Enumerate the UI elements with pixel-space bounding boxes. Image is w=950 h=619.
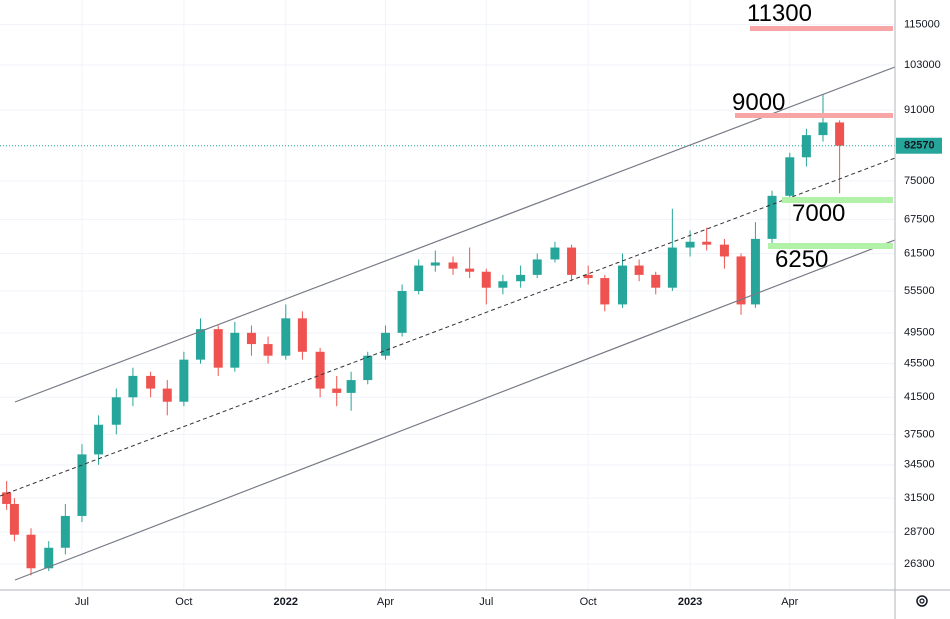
x-tick-label: 2022 xyxy=(274,596,298,608)
candle-body xyxy=(397,290,407,333)
candle-body xyxy=(481,271,491,288)
candle-body xyxy=(195,329,205,360)
last-price-box xyxy=(896,137,942,154)
y-tick-label: 67500 xyxy=(904,213,935,225)
settings-icon[interactable] xyxy=(916,595,928,607)
candle-body xyxy=(430,262,440,266)
candle-body xyxy=(651,274,661,288)
candle-body xyxy=(315,351,325,389)
candle-body xyxy=(9,503,19,535)
candle-body xyxy=(567,247,577,275)
annotation: 9000 xyxy=(732,89,785,116)
candle-body xyxy=(516,274,526,282)
time-axis xyxy=(0,590,895,619)
y-tick-label: 55500 xyxy=(904,285,935,297)
candle-body xyxy=(179,359,189,402)
candle-body xyxy=(380,332,390,356)
candle-body xyxy=(77,454,87,516)
price-axis xyxy=(895,0,950,619)
channel-lower xyxy=(14,239,896,581)
grid xyxy=(0,0,895,590)
candle-body xyxy=(634,265,644,275)
candle-body xyxy=(346,380,356,393)
candle-body xyxy=(414,265,424,291)
candle-body xyxy=(363,355,373,381)
y-tick-label: 103000 xyxy=(904,59,941,71)
candle-body xyxy=(2,492,12,504)
candle-body xyxy=(213,329,223,368)
x-tick-label: Oct xyxy=(175,596,192,608)
candle-body xyxy=(60,515,70,548)
y-tick-label: 41500 xyxy=(904,391,935,403)
candle-body xyxy=(448,262,458,269)
y-tick-label: 28700 xyxy=(904,526,935,538)
candle-body xyxy=(719,244,729,257)
y-tick-label: 49500 xyxy=(904,327,935,339)
x-tick-label: 2023 xyxy=(678,596,702,608)
candle-body xyxy=(162,388,172,402)
channel-upper xyxy=(14,66,896,403)
candle-body xyxy=(128,375,138,398)
channel-mid xyxy=(0,157,896,497)
candle-body xyxy=(550,247,560,260)
y-tick-label: 61500 xyxy=(904,247,935,259)
x-tick-label: Oct xyxy=(580,596,597,608)
candle-body xyxy=(111,397,121,425)
y-tick-label: 45500 xyxy=(904,358,935,370)
x-tick-label: Jul xyxy=(479,596,493,608)
candles xyxy=(0,94,895,576)
candle-body xyxy=(600,278,610,305)
candle-body xyxy=(767,195,777,239)
gear[interactable] xyxy=(916,595,928,607)
zone xyxy=(782,197,893,203)
zone xyxy=(735,113,893,118)
y-tick-label: 31500 xyxy=(904,492,935,504)
annotation: 7000 xyxy=(792,200,845,227)
candle-body xyxy=(785,157,795,196)
candle-body xyxy=(297,318,307,352)
candle-body xyxy=(618,265,628,305)
y-tick-label: 115000 xyxy=(904,18,940,30)
candle-body xyxy=(246,332,256,345)
x-tick-label: Apr xyxy=(377,596,394,608)
y-tick-label: 37500 xyxy=(904,428,935,440)
y-tick-label: 34500 xyxy=(904,459,935,471)
candle-body xyxy=(263,344,273,356)
candle-body xyxy=(583,274,593,279)
zone xyxy=(768,243,893,249)
candle-body xyxy=(332,388,342,393)
y-tick-label: 91000 xyxy=(904,104,935,116)
zone xyxy=(750,26,893,31)
candle-body xyxy=(230,332,240,368)
candle-body xyxy=(146,375,156,389)
candle-body xyxy=(498,281,508,288)
candle-body xyxy=(465,268,475,272)
y-tick-label: 75000 xyxy=(904,175,935,187)
candle-body xyxy=(702,241,712,245)
annotation: 6250 xyxy=(775,246,828,273)
candle-body xyxy=(685,241,695,248)
axes: 26300 28700 31500 34500 37500 41500 45500 49500… xyxy=(75,18,942,608)
candle-body xyxy=(26,534,36,569)
candle-body xyxy=(281,318,291,356)
last-price-label: 82570 xyxy=(904,140,935,152)
drawings: 11300 9000 7000 6250 xyxy=(0,0,896,581)
candle-body xyxy=(750,238,760,305)
candle-body xyxy=(532,259,542,275)
candle-body xyxy=(835,122,845,146)
candle-body xyxy=(736,256,746,305)
y-tick-label: 26300 xyxy=(904,558,935,570)
candle-body xyxy=(667,247,677,288)
x-tick-label: Jul xyxy=(75,596,89,608)
gear-hub[interactable] xyxy=(919,598,925,604)
annotation: 11300 xyxy=(747,0,812,27)
candle-body xyxy=(801,135,811,158)
x-tick-label: Apr xyxy=(781,596,798,608)
candle-body xyxy=(44,547,54,569)
candle-body xyxy=(818,122,828,136)
candle-body xyxy=(94,424,104,455)
